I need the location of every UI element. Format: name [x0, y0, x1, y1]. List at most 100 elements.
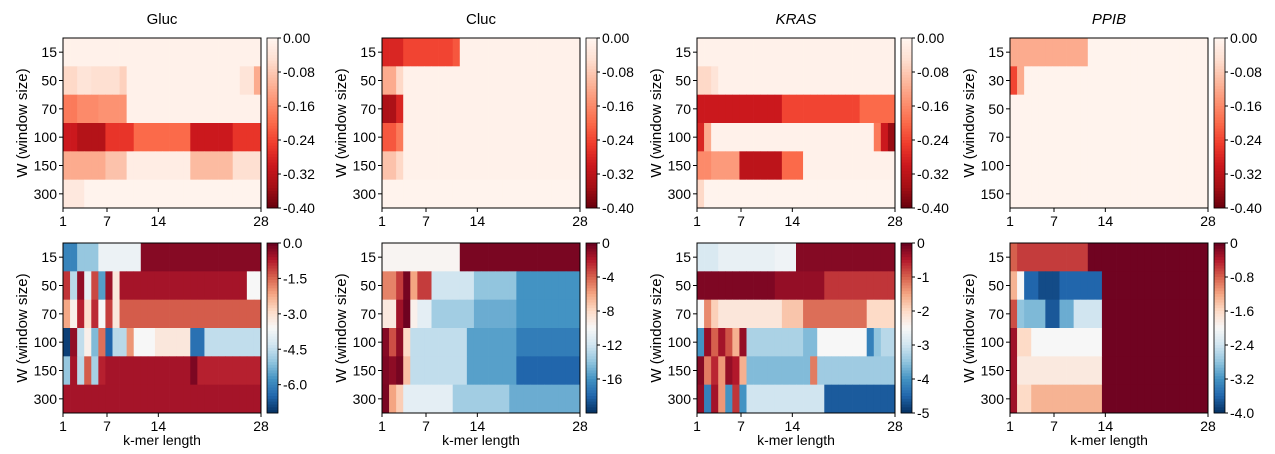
heatmap-cell [403, 271, 411, 301]
colorbar-band [267, 353, 278, 357]
heatmap-cell [1094, 328, 1103, 357]
heatmap-cell [1101, 243, 1110, 272]
colorbar-band [901, 313, 912, 318]
heatmap-cell [1045, 123, 1053, 152]
heatmap-cell [1087, 123, 1096, 152]
heatmap-cell [1052, 328, 1060, 357]
heatmap-cell [1116, 243, 1124, 272]
heatmap-cell [845, 66, 853, 96]
heatmap-cell [796, 151, 804, 181]
colorbar-band [901, 401, 912, 405]
heatmap-cell [1144, 66, 1152, 96]
heatmap-cell [774, 243, 783, 272]
colorbar-band [901, 396, 912, 400]
heatmap-cell [1200, 66, 1209, 96]
colorbar-band [267, 137, 278, 141]
heatmap-cell [824, 384, 832, 414]
x-tick-label: 7 [422, 418, 430, 434]
heatmap-cell [1130, 356, 1138, 386]
colorbar-band [267, 376, 278, 380]
colorbar-band [267, 174, 278, 178]
heatmap-cell [788, 151, 797, 181]
heatmap-cell [803, 243, 811, 272]
heatmap-cell [565, 243, 574, 272]
heatmap-cell [551, 271, 560, 301]
heatmap-cell [551, 243, 560, 272]
heatmap-cell [232, 384, 241, 414]
heatmap-cell [77, 66, 85, 96]
heatmap-cell [190, 151, 198, 181]
heatmap-cell [246, 94, 255, 124]
heatmap-cell [84, 94, 92, 124]
heatmap-cell [410, 356, 418, 386]
heatmap-cell [190, 243, 198, 272]
x-tick-label: 1 [1006, 213, 1014, 229]
heatmap-cell [803, 123, 811, 152]
heatmap-cell [382, 151, 390, 181]
heatmap-cell [424, 299, 432, 329]
heatmap-cell [880, 123, 889, 152]
heatmap-cell [1045, 384, 1053, 414]
colorbar-band [901, 55, 912, 59]
colorbar-band [1214, 353, 1225, 357]
heatmap-cell [438, 299, 446, 329]
heatmap-cell [1165, 123, 1173, 152]
heatmap-cell [239, 356, 248, 386]
heatmap-cell [880, 66, 889, 96]
colorbar-band [586, 398, 597, 403]
colorbar-band [586, 86, 597, 90]
heatmap-cell [817, 243, 825, 272]
colorbar-band [1214, 151, 1225, 155]
heatmap-cell [466, 179, 475, 209]
heatmap-cell [516, 384, 524, 414]
heatmap-cell [788, 356, 797, 386]
heatmap-cell [147, 299, 156, 329]
heatmap-cell [1087, 384, 1096, 414]
colorbar-band [586, 52, 597, 56]
heatmap-cell [803, 38, 811, 67]
colorbar-band [1214, 137, 1225, 141]
colorbar-band [267, 193, 278, 198]
colorbar-band [901, 390, 912, 394]
x-tick-label: 1 [59, 213, 67, 229]
colorbar-band [267, 80, 278, 84]
heatmap-cell [190, 299, 198, 329]
heatmap-cell [112, 356, 120, 386]
heatmap-cell [169, 299, 177, 329]
heatmap-cell [509, 123, 517, 152]
colorbar-band [901, 66, 912, 70]
heatmap-cell [1193, 356, 1202, 386]
colorbar-band [267, 202, 278, 206]
heatmap-cell [162, 123, 170, 152]
heatmap-cell [232, 179, 241, 209]
colorbar-band [901, 339, 912, 343]
colorbar-band [1214, 251, 1225, 255]
heatmap-cell [162, 94, 170, 124]
heatmap-cell [204, 271, 212, 301]
heatmap-cell [873, 328, 882, 357]
heatmap-cell [718, 123, 726, 152]
heatmap-cell [1165, 299, 1173, 329]
heatmap-cell [98, 299, 106, 329]
heatmap-cell [1186, 123, 1195, 152]
colorbar-tick-label: -0.40 [602, 200, 634, 216]
heatmap-cell [459, 179, 468, 209]
heatmap-cell [796, 38, 804, 67]
colorbar-band [1214, 140, 1225, 144]
heatmap-cell [753, 179, 761, 209]
heatmap-cell [565, 328, 574, 357]
colorbar-band [586, 123, 597, 127]
heatmap-cell [133, 243, 142, 272]
colorbar-band [267, 364, 278, 369]
heatmap-cell [473, 151, 482, 181]
heatmap-cell [1158, 356, 1166, 386]
colorbar-band [1214, 46, 1225, 50]
heatmap-cell [232, 356, 241, 386]
y-tick-label: 150 [981, 186, 1005, 202]
heatmap-cell [509, 151, 517, 181]
heatmap-cell [70, 299, 78, 329]
heatmap-cell [488, 243, 496, 272]
heatmap-cell [1024, 179, 1032, 209]
heatmap-cell [133, 38, 142, 67]
heatmap-cell [1116, 94, 1124, 124]
